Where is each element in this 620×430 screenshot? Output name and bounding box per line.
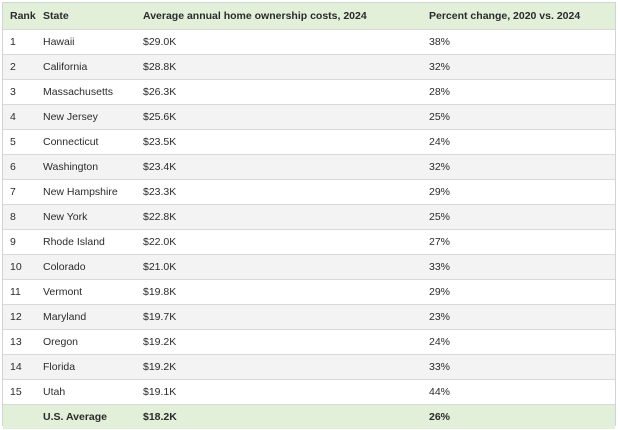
state-cell: Utah [43, 385, 66, 398]
change-cell: 23% [429, 310, 451, 323]
cost-cell: $22.0K [143, 235, 177, 248]
state-cell: New York [43, 210, 88, 223]
rank-cell: 15 [10, 385, 22, 398]
cost-cell: $29.0K [143, 35, 177, 48]
rank-cell: 7 [10, 185, 16, 198]
table-row: 3 Massachusetts $26.3K 28% [3, 79, 615, 104]
rank-cell: 8 [10, 210, 16, 223]
table-row: 5 Connecticut $23.5K 24% [3, 129, 615, 154]
cost-cell: $19.7K [143, 310, 177, 323]
change-cell: 28% [429, 85, 451, 98]
cost-column-header: Average annual home ownership costs, 202… [143, 9, 367, 22]
table-row: 6 Washington $23.4K 32% [3, 154, 615, 179]
header-row: Rank State Average annual home ownership… [3, 3, 615, 29]
cost-cell: $26.3K [143, 85, 177, 98]
rank-cell: 14 [10, 360, 22, 373]
cost-cell: $28.8K [143, 60, 177, 73]
change-cell: 29% [429, 185, 451, 198]
state-cell: Oregon [43, 335, 79, 348]
table-row: 12 Maryland $19.7K 23% [3, 304, 615, 329]
state-cell: Florida [43, 360, 76, 373]
total-change-cell: 26% [429, 410, 451, 423]
change-cell: 33% [429, 360, 451, 373]
rank-cell: 10 [10, 260, 22, 273]
cost-cell: $22.8K [143, 210, 177, 223]
change-cell: 44% [429, 385, 451, 398]
state-cell: Hawaii [43, 35, 75, 48]
rank-cell: 3 [10, 85, 16, 98]
table-row: 11 Vermont $19.8K 29% [3, 279, 615, 304]
table-row: 15 Utah $19.1K 44% [3, 379, 615, 404]
us-average-row: U.S. Average $18.2K 26% [3, 404, 615, 429]
cost-cell: $25.6K [143, 110, 177, 123]
change-cell: 25% [429, 110, 451, 123]
total-cost-cell: $18.2K [143, 410, 177, 423]
cost-cell: $23.3K [143, 185, 177, 198]
table-row: 4 New Jersey $25.6K 25% [3, 104, 615, 129]
table-row: 1 Hawaii $29.0K 38% [3, 29, 615, 54]
table-row: 10 Colorado $21.0K 33% [3, 254, 615, 279]
rank-cell: 9 [10, 235, 16, 248]
table-row: 9 Rhode Island $22.0K 27% [3, 229, 615, 254]
change-cell: 27% [429, 235, 451, 248]
change-cell: 38% [429, 35, 451, 48]
rank-cell: 6 [10, 160, 16, 173]
state-cell: Vermont [43, 285, 83, 298]
change-cell: 25% [429, 210, 451, 223]
cost-cell: $23.4K [143, 160, 177, 173]
rank-cell: 13 [10, 335, 22, 348]
change-cell: 24% [429, 335, 451, 348]
state-cell: Washington [43, 160, 99, 173]
total-rank-cell [3, 404, 36, 429]
cost-cell: $19.2K [143, 360, 177, 373]
table-row: 7 New Hampshire $23.3K 29% [3, 179, 615, 204]
table-frame [2, 2, 616, 426]
table-header: Rank State Average annual home ownership… [3, 3, 615, 29]
cost-cell: $19.2K [143, 335, 177, 348]
cost-cell: $19.8K [143, 285, 177, 298]
rank-cell: 12 [10, 310, 22, 323]
table-row: 13 Oregon $19.2K 24% [3, 329, 615, 354]
home-ownership-costs-table: Rank State Average annual home ownership… [3, 3, 615, 429]
table-row: 14 Florida $19.2K 33% [3, 354, 615, 379]
rank-cell: 11 [10, 285, 21, 298]
state-cell: California [43, 60, 88, 73]
table-body: 1 Hawaii $29.0K 38% 2 California $28.8K 32% 3 Mas… [3, 29, 615, 429]
change-cell: 32% [429, 160, 451, 173]
table-row: 2 California $28.8K 32% [3, 54, 615, 79]
state-cell: Connecticut [43, 135, 99, 148]
state-cell: Rhode Island [43, 235, 105, 248]
rank-column-header: Rank [10, 9, 36, 22]
change-column-header: Percent change, 2020 vs. 2024 [429, 9, 581, 22]
rank-cell: 2 [10, 60, 16, 73]
total-state-cell: U.S. Average [43, 410, 107, 423]
change-cell: 29% [429, 285, 451, 298]
change-cell: 32% [429, 60, 451, 73]
state-cell: New Hampshire [43, 185, 118, 198]
state-cell: Colorado [43, 260, 86, 273]
table-row: 8 New York $22.8K 25% [3, 204, 615, 229]
change-cell: 33% [429, 260, 451, 273]
rank-cell: 4 [10, 110, 16, 123]
cost-cell: $19.1K [143, 385, 177, 398]
state-cell: New Jersey [43, 110, 98, 123]
rank-cell: 1 [10, 35, 16, 48]
rank-cell: 5 [10, 135, 16, 148]
cost-cell: $21.0K [143, 260, 177, 273]
state-cell: Maryland [43, 310, 87, 323]
state-cell: Massachusetts [43, 85, 114, 98]
state-column-header: State [43, 9, 69, 22]
change-cell: 24% [429, 135, 451, 148]
cost-cell: $23.5K [143, 135, 177, 148]
